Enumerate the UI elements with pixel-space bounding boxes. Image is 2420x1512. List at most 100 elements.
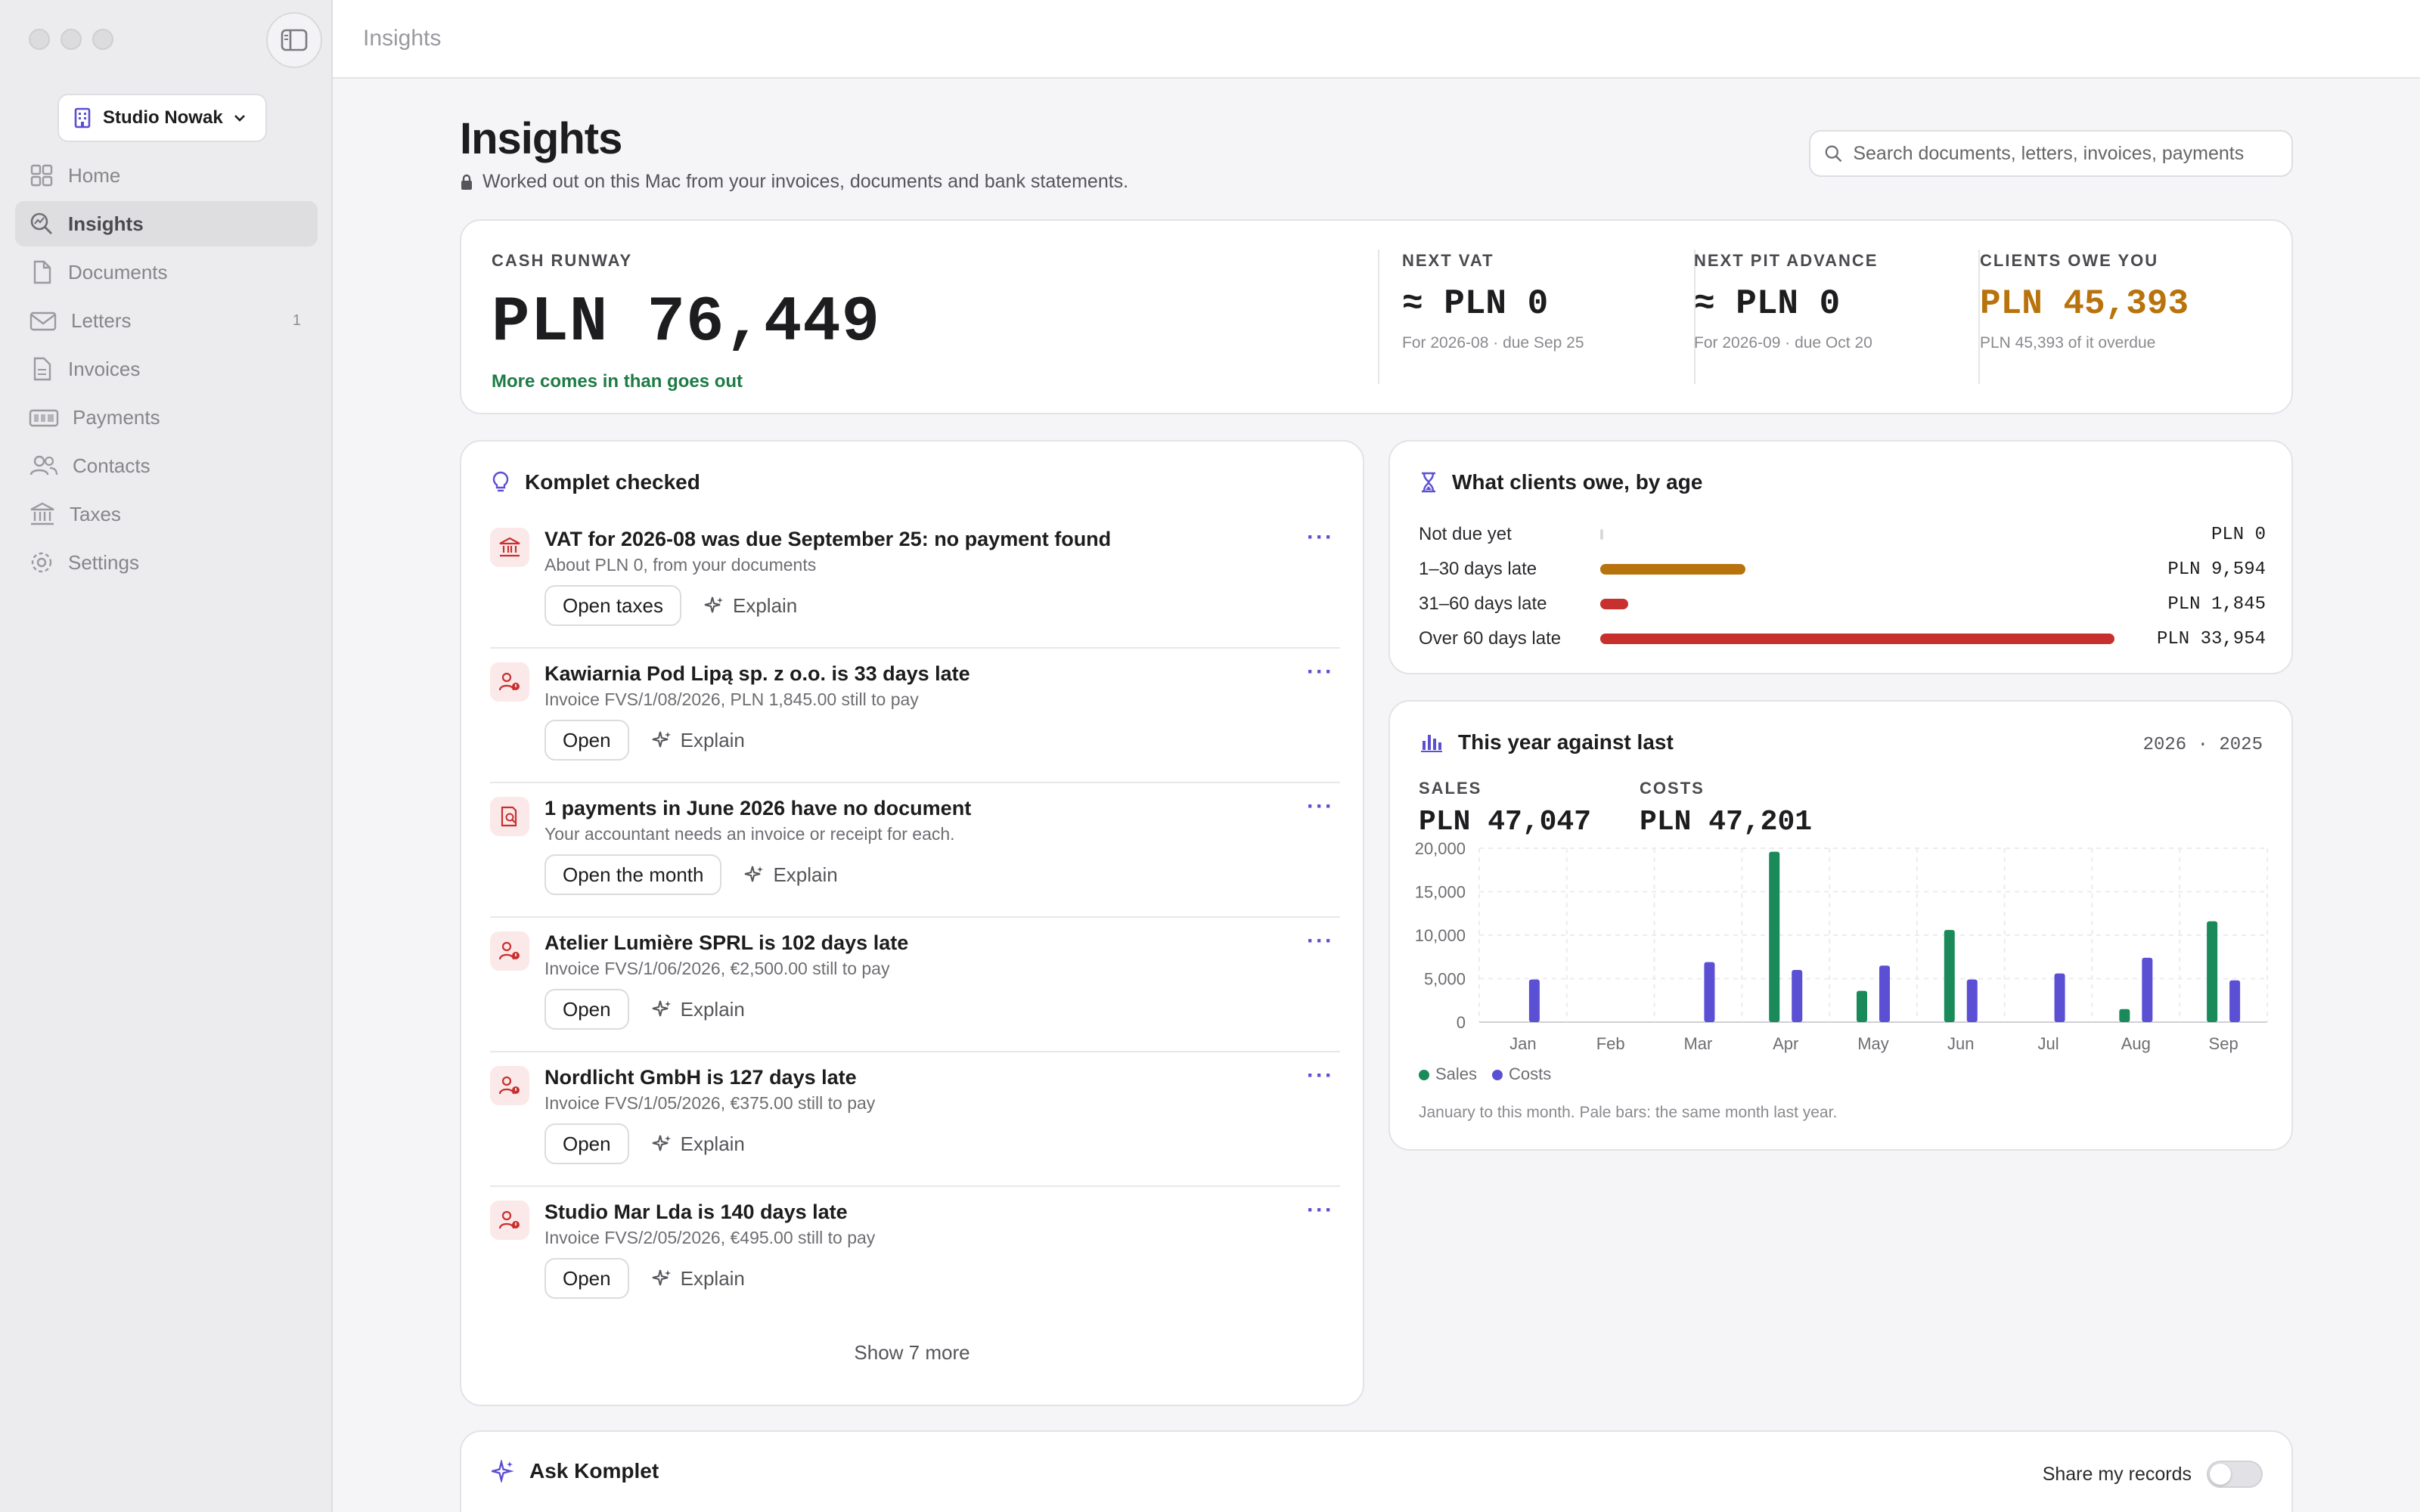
show-more-button[interactable]: Show 7 more [854, 1341, 970, 1364]
sidebar-item-documents[interactable]: Documents [15, 249, 318, 295]
more-options-button[interactable]: ··· [1307, 525, 1334, 550]
explain-label: Explain [680, 1266, 745, 1290]
aging-bar [1600, 634, 2114, 644]
more-options-button[interactable]: ··· [1307, 1198, 1334, 1222]
sidebar-item-payments[interactable]: Payments [15, 395, 318, 440]
year-title: This year against last [1458, 730, 1674, 754]
explain-button[interactable]: Explain [652, 1267, 745, 1290]
more-options-button[interactable]: ··· [1307, 1063, 1334, 1088]
explain-button[interactable]: Explain [652, 998, 745, 1021]
sparkle-icon [652, 1269, 671, 1286]
sparkle-icon [492, 1460, 514, 1483]
sparkle-icon [652, 731, 671, 748]
sales-value: PLN 47,047 [1419, 806, 1592, 838]
share-records-toggle[interactable] [2207, 1461, 2263, 1488]
close-window-button[interactable] [29, 29, 50, 50]
search-icon [1825, 145, 1842, 163]
ask-card: Ask Komplet Share my records [460, 1430, 2293, 1512]
clients-owe-kpi: CLIENTS OWE YOU PLN 45,393 PLN 45,393 of… [1980, 251, 2237, 352]
chart-footnote: January to this month. Pale bars: the sa… [1419, 1104, 1838, 1121]
issue-actions: Open Explain [544, 1123, 745, 1164]
invoice-icon [33, 357, 51, 381]
x-tick-label: Mar [1683, 1034, 1712, 1053]
legend-sales: Sales [1419, 1064, 1477, 1084]
aging-bar [1600, 564, 1746, 575]
sidebar-item-settings[interactable]: Settings [15, 540, 318, 585]
sidebar-icon [281, 29, 308, 51]
aging-title: What clients owe, by age [1452, 470, 1703, 494]
bar-costs [2229, 980, 2241, 1022]
sidebar-item-invoices[interactable]: Invoices [15, 346, 318, 392]
open-button[interactable]: Open [544, 989, 629, 1030]
page-subtitle: Worked out on this Mac from your invoice… [460, 171, 1128, 193]
aging-track [1600, 564, 2114, 575]
zoom-window-button[interactable] [92, 29, 113, 50]
search-input[interactable] [1853, 142, 2278, 165]
minimize-window-button[interactable] [60, 29, 82, 50]
sidebar-item-letters[interactable]: Letters 1 [15, 298, 318, 343]
aging-label: 1–30 days late [1419, 559, 1537, 579]
sidebar-item-label: Invoices [68, 357, 141, 380]
receipt-search-icon [501, 806, 517, 827]
issue-title: Kawiarnia Pod Lipą sp. z o.o. is 33 days… [544, 662, 970, 685]
open-button[interactable]: Open [544, 1258, 629, 1299]
open-button[interactable]: Open [544, 1123, 629, 1164]
sidebar-item-home[interactable]: Home [15, 153, 318, 198]
issue-actions: Open Explain [544, 989, 745, 1030]
bar-costs [2054, 973, 2065, 1022]
building-icon [74, 107, 91, 129]
aging-bar [1600, 529, 1604, 540]
explain-label: Explain [680, 1132, 745, 1155]
sidebar-item-label: Settings [68, 550, 139, 574]
bar-sales [1857, 990, 1867, 1022]
explain-button[interactable]: Explain [704, 594, 797, 618]
explain-button[interactable]: Explain [744, 863, 838, 887]
costs-label: COSTS [1640, 779, 1705, 798]
bar-sales [2207, 921, 2218, 1022]
contacts-icon [29, 455, 58, 476]
aging-amount: PLN 0 [2211, 524, 2266, 545]
legend-sales-label: Sales [1435, 1064, 1478, 1083]
person-alert-icon [498, 672, 520, 691]
sidebar-toggle-button[interactable] [266, 12, 322, 68]
issue-actions: Open Explain [544, 1258, 745, 1299]
bar-sales [2119, 1009, 2130, 1022]
bar-sales [1769, 851, 1780, 1022]
aging-row: Not due yet PLN 0 [1419, 517, 2266, 552]
workspace-switcher[interactable]: Studio Nowak [57, 94, 267, 142]
x-tick-label: Sep [2209, 1034, 2238, 1053]
issue-title: Atelier Lumière SPRL is 102 days late [544, 931, 909, 954]
divider [1378, 249, 1379, 384]
kpi-label: NEXT VAT [1402, 251, 1494, 270]
issue-subtitle: Invoice FVS/2/05/2026, €495.00 still to … [544, 1228, 876, 1247]
aging-label: Not due yet [1419, 524, 1512, 544]
explain-button[interactable]: Explain [652, 729, 745, 752]
aging-label: 31–60 days late [1419, 593, 1547, 614]
more-options-button[interactable]: ··· [1307, 659, 1334, 684]
more-options-button[interactable]: ··· [1307, 928, 1334, 953]
x-tick-label: Aug [2121, 1034, 2151, 1053]
gear-icon [31, 552, 52, 573]
lightbulb-icon [492, 471, 509, 492]
explain-button[interactable]: Explain [652, 1132, 745, 1156]
ask-card-header: Ask Komplet [492, 1459, 659, 1483]
x-tick-label: Jan [1509, 1034, 1536, 1053]
person-alert-icon [498, 941, 520, 960]
search-field[interactable] [1809, 130, 2293, 177]
divider [1978, 249, 1980, 384]
share-records-label: Share my records [2042, 1463, 2192, 1485]
issue-icon-badge [490, 797, 529, 836]
page-title: Insights [460, 114, 622, 163]
open-button[interactable]: Open [544, 720, 629, 761]
sparkle-icon [652, 1000, 671, 1017]
open-month-button[interactable]: Open the month [544, 854, 722, 895]
aging-amount: PLN 9,594 [2167, 559, 2266, 580]
sidebar-item-contacts[interactable]: Contacts [15, 443, 318, 488]
more-options-button[interactable]: ··· [1307, 794, 1334, 819]
year-comparison-card: This year against last 2026 · 2025 SALES… [1388, 700, 2293, 1151]
sidebar-item-insights[interactable]: Insights [15, 201, 318, 246]
issue-subtitle: About PLN 0, from your documents [544, 555, 817, 575]
x-tick-label: Jun [1947, 1034, 1974, 1053]
open-taxes-button[interactable]: Open taxes [544, 585, 681, 626]
sidebar-item-taxes[interactable]: Taxes [15, 491, 318, 537]
